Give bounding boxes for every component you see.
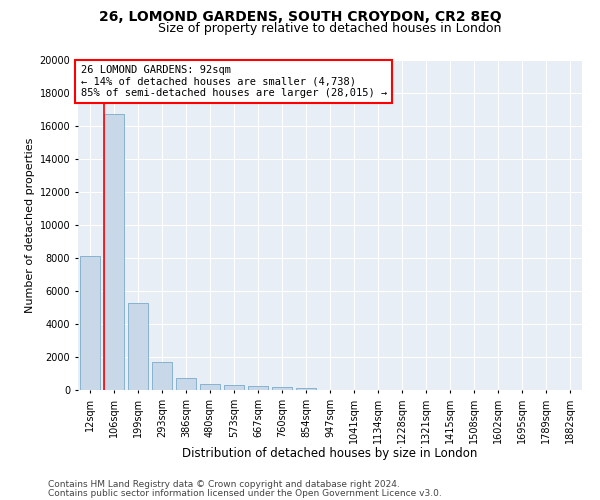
Bar <box>200 384 220 390</box>
X-axis label: Distribution of detached houses by size in London: Distribution of detached houses by size … <box>182 448 478 460</box>
Bar <box>104 114 124 390</box>
Bar <box>152 362 172 390</box>
Bar <box>128 302 148 390</box>
Text: 26, LOMOND GARDENS, SOUTH CROYDON, CR2 8EQ: 26, LOMOND GARDENS, SOUTH CROYDON, CR2 8… <box>98 10 502 24</box>
Bar <box>296 388 316 390</box>
Text: 26 LOMOND GARDENS: 92sqm
← 14% of detached houses are smaller (4,738)
85% of sem: 26 LOMOND GARDENS: 92sqm ← 14% of detach… <box>80 65 387 98</box>
Text: Contains public sector information licensed under the Open Government Licence v3: Contains public sector information licen… <box>48 489 442 498</box>
Text: Contains HM Land Registry data © Crown copyright and database right 2024.: Contains HM Land Registry data © Crown c… <box>48 480 400 489</box>
Title: Size of property relative to detached houses in London: Size of property relative to detached ho… <box>158 22 502 35</box>
Y-axis label: Number of detached properties: Number of detached properties <box>25 138 35 312</box>
Bar <box>176 378 196 390</box>
Bar <box>272 387 292 390</box>
Bar <box>80 256 100 390</box>
Bar <box>224 386 244 390</box>
Bar <box>248 386 268 390</box>
